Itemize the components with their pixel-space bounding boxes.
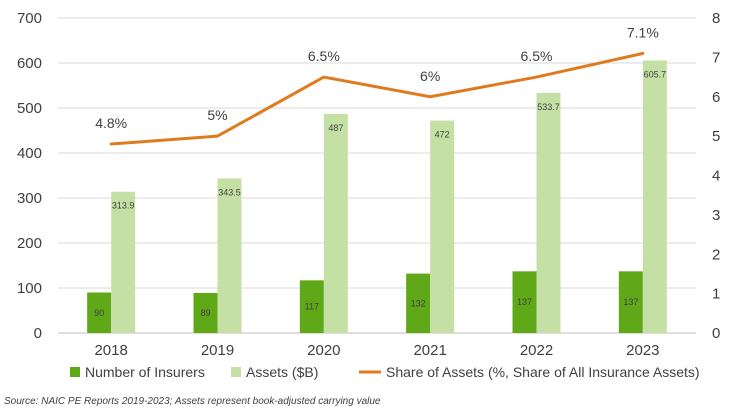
assets-bar <box>536 92 561 334</box>
share-point-label: 7.1% <box>627 24 659 40</box>
y-right-tick-label: 8 <box>712 10 720 27</box>
assets-bar-label: 533.7 <box>537 102 560 112</box>
y-right-tick-label: 1 <box>712 286 720 303</box>
insurers-bar <box>406 273 431 333</box>
assets-bar <box>642 60 667 334</box>
x-tick-label: 2019 <box>201 342 234 359</box>
bars <box>87 60 667 334</box>
y-right-tick-label: 5 <box>712 128 720 145</box>
assets-bar-label: 313.9 <box>112 201 135 211</box>
insurers-bar <box>618 271 643 333</box>
y-left-tick-label: 400 <box>17 145 42 162</box>
share-point-label: 6.5% <box>521 48 553 64</box>
insurers-bar-label: 89 <box>200 308 210 318</box>
y-right-tick-label: 6 <box>712 89 720 106</box>
x-tick-label: 2020 <box>307 342 340 359</box>
share-line <box>109 51 645 146</box>
insurers-bar-label: 132 <box>411 298 426 308</box>
x-tick-label: 2022 <box>520 342 553 359</box>
y-right-tick-label: 2 <box>712 246 720 263</box>
y-left-tick-label: 0 <box>34 325 42 342</box>
assets-bar-label: 343.5 <box>218 187 241 197</box>
data-labels: 90 89 117 132 137 137 313.9 343.5 487 472 533.7 605… <box>94 24 666 318</box>
insurers-bar <box>512 271 537 333</box>
y-left-tick-label: 600 <box>17 55 42 72</box>
assets-bar <box>430 120 455 333</box>
legend-label: Assets ($B) <box>246 364 318 380</box>
y-right-tick-label: 3 <box>712 207 720 224</box>
insurers-bar-label: 137 <box>623 297 638 307</box>
share-line-path <box>109 51 645 146</box>
assets-bar <box>111 191 136 333</box>
y-right-tick-label: 4 <box>712 168 720 185</box>
legend-label: Share of Assets (%, Share of All Insuran… <box>386 364 700 380</box>
y-left-tick-label: 100 <box>17 280 42 297</box>
assets-bar <box>217 178 242 333</box>
assets-bar <box>323 113 348 333</box>
assets-bar-label: 605.7 <box>644 69 667 79</box>
legend: Number of Insurers Assets ($B) Share of As… <box>70 364 700 380</box>
share-point-label: 6.5% <box>308 48 340 64</box>
share-point-label: 4.8% <box>95 115 127 131</box>
share-point-label: 6% <box>420 68 440 84</box>
gridlines <box>58 17 696 334</box>
x-tick-label: 2021 <box>413 342 446 359</box>
y-right-tick-label: 0 <box>712 325 720 342</box>
y-left-tick-label: 200 <box>17 235 42 252</box>
assets-bar-label: 472 <box>435 130 450 140</box>
legend-label: Number of Insurers <box>85 364 205 380</box>
insurers-bar-label: 117 <box>305 302 319 312</box>
y-left-tick-label: 300 <box>17 190 42 207</box>
assets-bar-label: 487 <box>328 123 343 133</box>
insurers-bar <box>193 292 218 333</box>
axes: 0 100 200 300 400 500 600 700 0 1 2 3 4 5 6 7 8 2018 2019 2… <box>17 10 720 359</box>
x-tick-label: 2018 <box>94 342 127 359</box>
insurers-bar-label: 137 <box>517 297 532 307</box>
insurers-bar <box>87 292 112 333</box>
source-note: Source: NAIC PE Reports 2019-2023; Asset… <box>4 396 381 407</box>
x-tick-label: 2023 <box>626 342 659 359</box>
y-left-tick-label: 500 <box>17 100 42 117</box>
legend-swatch <box>70 367 80 377</box>
share-point-label: 5% <box>207 107 227 123</box>
insurers-bar <box>299 280 324 333</box>
insurers-bar-label: 90 <box>94 308 104 318</box>
legend-swatch <box>231 367 241 377</box>
y-left-tick-label: 700 <box>17 10 42 27</box>
y-right-tick-label: 7 <box>712 49 720 66</box>
